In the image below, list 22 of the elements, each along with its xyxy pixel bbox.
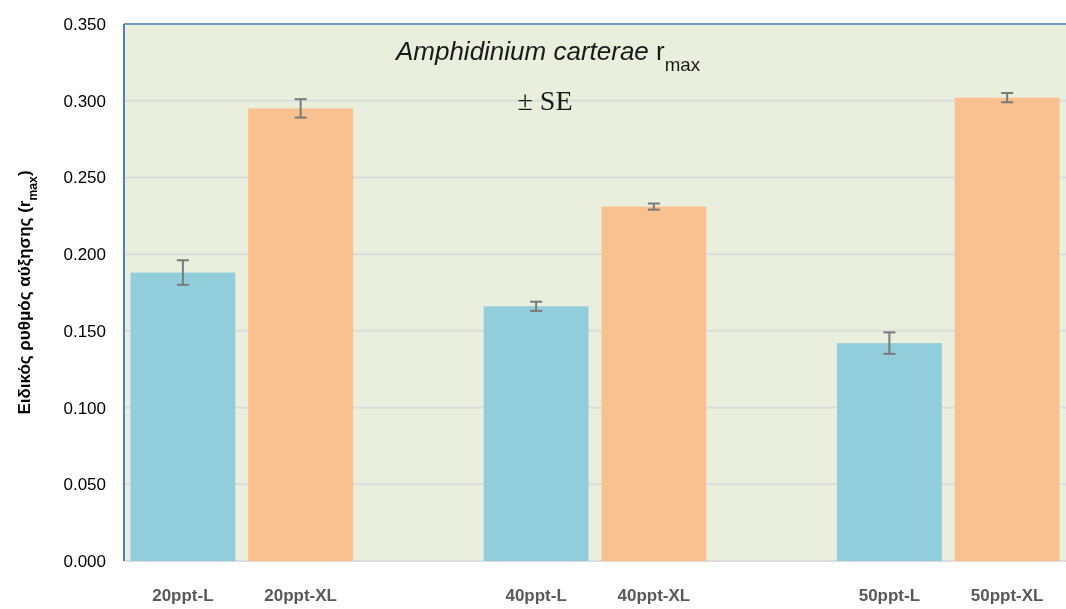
text: Amphidinium carterae r$_{max}$ (393, 36, 701, 75)
bar (248, 108, 354, 561)
bar (130, 272, 236, 561)
x-tick-label: 20ppt-L (152, 586, 214, 605)
text: ± SE (517, 85, 573, 116)
bar (601, 206, 707, 561)
x-tick-label: 40ppt-L (505, 586, 567, 605)
x-tick-label: 50ppt-L (858, 586, 921, 605)
y-tick-label: 0.300 (63, 91, 106, 111)
y-tick-label: 0.200 (63, 245, 106, 265)
bar (836, 343, 942, 561)
y-tick-label: 0.350 (63, 14, 106, 34)
y-tick-label: 0.000 (63, 551, 106, 571)
bar (483, 306, 589, 561)
x-tick-label: 50ppt-XL (970, 586, 1044, 605)
x-tick-label: 20ppt-XL (264, 586, 337, 605)
x-tick-label: 40ppt-XL (617, 586, 691, 605)
bar (954, 97, 1060, 561)
y-tick-label: 0.150 (63, 321, 106, 341)
y-tick-label: 0.250 (63, 168, 106, 188)
y-tick-label: 0.050 (63, 475, 106, 495)
y-tick-label: 0.100 (63, 398, 106, 418)
